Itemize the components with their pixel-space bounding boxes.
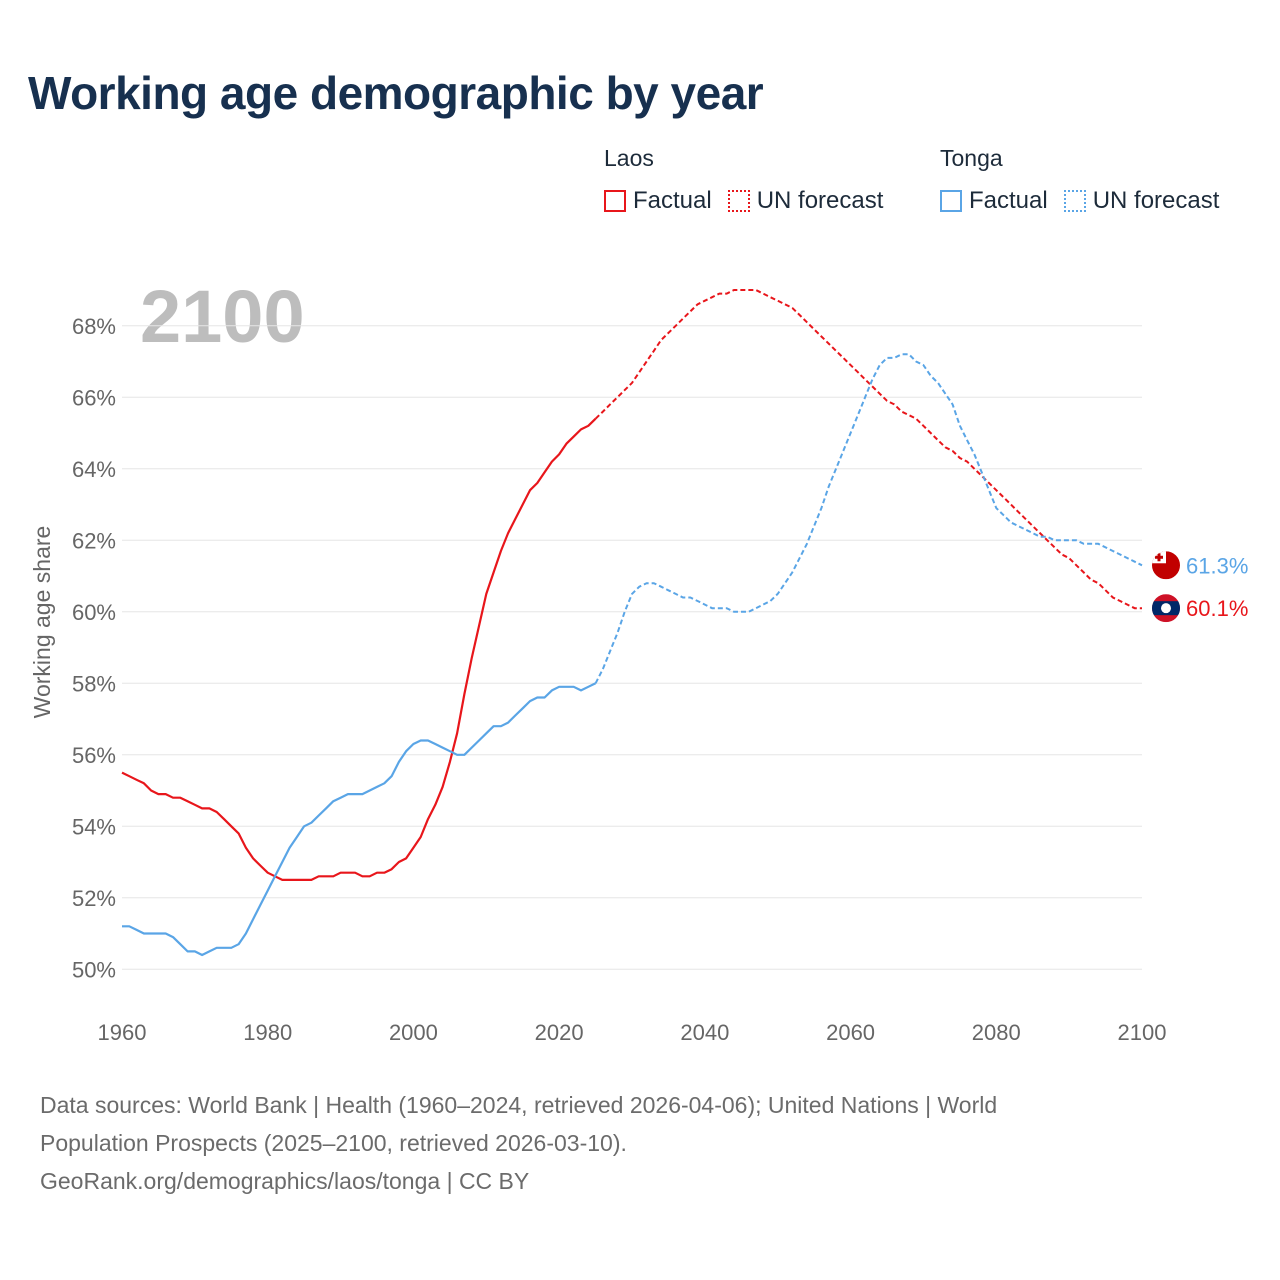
year-overlay: 2100 — [140, 275, 305, 358]
y-tick-label: 50% — [72, 957, 116, 982]
y-tick-label: 60% — [72, 600, 116, 625]
end-value-label-laos: 60.1% — [1186, 596, 1248, 621]
x-tick-label: 2000 — [389, 1020, 438, 1045]
legend-group-laos: Laos Factual UN forecast — [604, 145, 899, 215]
legend-label: Factual — [633, 187, 712, 214]
x-tick-label: 2100 — [1118, 1020, 1167, 1045]
y-tick-label: 54% — [72, 814, 116, 839]
legend-group-name: Laos — [604, 145, 654, 171]
legend-swatch-solid — [604, 190, 626, 212]
legend-group-tonga: Tonga Factual UN forecast — [940, 145, 1235, 215]
legend-item-tonga-forecast[interactable]: UN forecast — [1063, 187, 1220, 215]
series-line-laos-forecast — [594, 289, 1142, 610]
y-axis-label: Working age share — [29, 526, 55, 719]
legend-item-tonga-factual[interactable]: Factual — [940, 187, 1048, 215]
tonga-flag-icon — [1152, 551, 1180, 580]
y-tick-label: 64% — [72, 457, 116, 482]
y-tick-label: 66% — [72, 385, 116, 410]
page-title: Working age demographic by year — [28, 67, 764, 119]
footer-line: GeoRank.org/demographics/laos/tonga | CC… — [40, 1168, 530, 1194]
y-tick-label: 68% — [72, 314, 116, 339]
series-line-laos-factual — [121, 417, 597, 881]
x-tick-label: 1980 — [243, 1020, 292, 1045]
legend-item-laos-factual[interactable]: Factual — [604, 187, 712, 215]
line-chart: 2100 50% 52% 54% 56% 58% 60% 62% 64% 66% 68% 1960 19… — [29, 275, 1248, 1045]
legend-label: UN forecast — [756, 187, 884, 214]
x-tick-label: 2080 — [972, 1020, 1021, 1045]
footer-sources: Data sources: World Bank | Health (1960–… — [40, 1086, 1220, 1200]
series-line-tonga-forecast — [594, 353, 1143, 684]
legend-label: Factual — [969, 187, 1048, 214]
y-tick-label: 62% — [72, 528, 116, 553]
legend-label: UN forecast — [1092, 187, 1220, 214]
x-tick-label: 2060 — [826, 1020, 875, 1045]
legend-group-name: Tonga — [940, 145, 1003, 171]
legend-swatch-dotted — [1063, 190, 1086, 212]
legend-item-laos-forecast[interactable]: UN forecast — [727, 187, 884, 215]
x-tick-label: 2040 — [680, 1020, 729, 1045]
footer-line: Population Prospects (2025–2100, retriev… — [40, 1130, 627, 1156]
footer-line: Data sources: World Bank | Health (1960–… — [40, 1092, 998, 1118]
legend-swatch-dotted — [727, 190, 750, 212]
x-tick-label: 2020 — [535, 1020, 584, 1045]
end-value-label-tonga: 61.3% — [1186, 553, 1248, 578]
y-tick-label: 52% — [72, 886, 116, 911]
laos-flag-icon — [1152, 594, 1180, 623]
y-tick-label: 56% — [72, 743, 116, 768]
x-tick-label: 1960 — [98, 1020, 147, 1045]
series-line-tonga-factual — [122, 682, 597, 957]
legend-swatch-solid — [940, 190, 962, 212]
y-tick-label: 58% — [72, 671, 116, 696]
